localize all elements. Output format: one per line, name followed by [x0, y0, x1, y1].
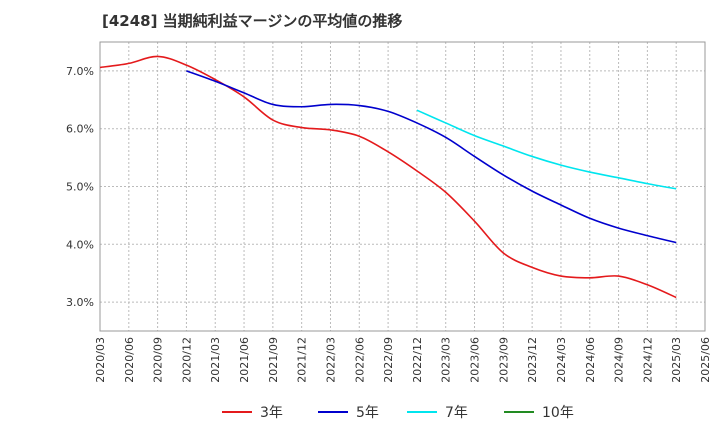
x-tick-label: 2021/03 [209, 337, 222, 383]
x-tick-label: 2022/06 [353, 337, 366, 383]
legend-label: 7年 [445, 405, 468, 421]
x-tick-label: 2022/12 [411, 337, 424, 383]
x-tick-label: 2022/03 [324, 337, 337, 383]
legend-swatch [318, 411, 348, 413]
x-axis: 2020/03 2020/06 2020/09 2020/12 2021/03 2021/… [94, 337, 712, 383]
x-tick-label: 2023/03 [440, 337, 453, 383]
x-tick-label: 2021/06 [238, 337, 251, 383]
x-tick-label: 2020/03 [94, 337, 107, 383]
legend-label: 3年 [260, 405, 283, 421]
x-tick-label: 2024/06 [584, 337, 597, 383]
legend-item: 7年 [407, 402, 468, 422]
chart-title: [4248] 当期純利益マージンの平均値の推移 [102, 12, 403, 30]
x-tick-label: 2024/09 [613, 337, 626, 383]
series-line-1 [186, 70, 677, 244]
legend-label: 10年 [542, 405, 574, 421]
x-tick-label: 2023/06 [469, 337, 482, 383]
legend-label: 5年 [356, 405, 379, 421]
legend-swatch [222, 411, 252, 413]
x-tick-label: 2020/12 [180, 337, 193, 383]
grid-lines [99, 42, 706, 331]
x-tick-label: 2024/03 [555, 337, 568, 383]
y-tick-label: 4.0% [66, 238, 94, 251]
legend-swatch [407, 411, 437, 413]
y-tick-label: 5.0% [66, 181, 94, 194]
series-line-2 [416, 109, 677, 190]
y-axis: 3.0% 4.0% 5.0% 6.0% 7.0% [66, 65, 94, 309]
series-lines [99, 55, 677, 299]
x-tick-label: 2020/06 [123, 337, 136, 383]
plot-frame [99, 41, 706, 332]
legend-item: 5年 [318, 402, 379, 422]
legend-swatch [504, 411, 534, 413]
x-tick-label: 2025/03 [670, 337, 683, 383]
x-tick-label: 2023/12 [526, 337, 539, 383]
x-tick-label: 2021/12 [296, 337, 309, 383]
x-tick-label: 2021/09 [267, 337, 280, 383]
legend-item: 10年 [504, 402, 574, 422]
x-tick-label: 2023/09 [497, 337, 510, 383]
x-tick-label: 2024/12 [641, 337, 654, 383]
legend-item: 3年 [222, 402, 283, 422]
x-tick-label: 2020/09 [152, 337, 165, 383]
legend: 3年 5年 7年 10年 [0, 402, 720, 426]
x-tick-label: 2025/06 [699, 337, 712, 383]
y-tick-label: 3.0% [66, 296, 94, 309]
y-tick-label: 7.0% [66, 65, 94, 78]
x-tick-label: 2022/09 [382, 337, 395, 383]
y-tick-label: 6.0% [66, 123, 94, 136]
series-line-0 [99, 55, 677, 299]
